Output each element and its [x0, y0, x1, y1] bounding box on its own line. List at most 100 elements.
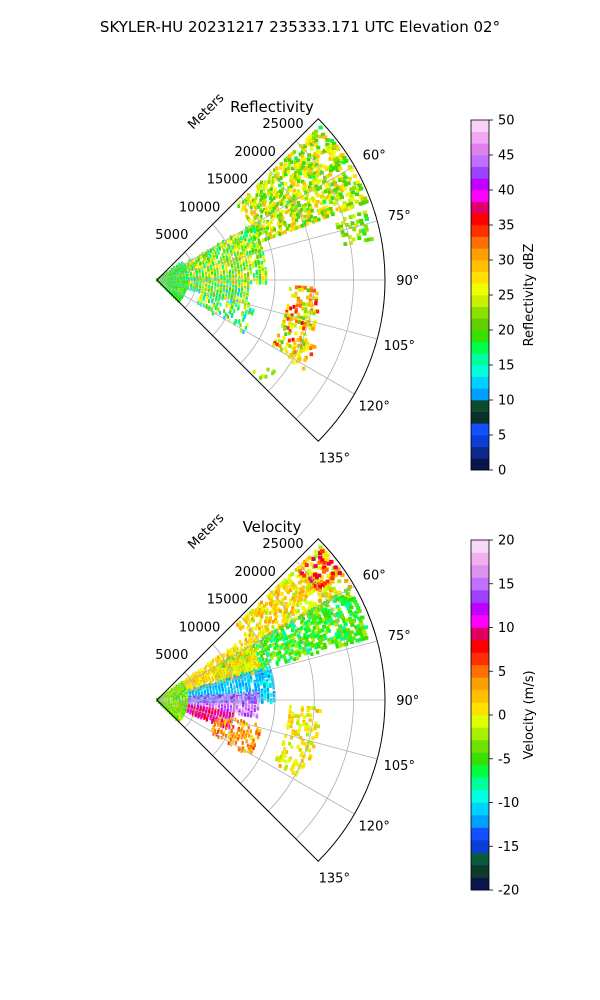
- echo-gate: [361, 228, 366, 233]
- echo-gate: [250, 229, 253, 234]
- echo-gate: [229, 287, 231, 291]
- echo-gate: [282, 615, 286, 619]
- echo-gate: [285, 584, 289, 589]
- echo-gate: [296, 296, 300, 301]
- echo-gate: [305, 165, 310, 170]
- echo-gate: [313, 156, 318, 161]
- echo-gate: [297, 643, 301, 648]
- echo-gate: [361, 626, 366, 631]
- echo-gate: [320, 132, 326, 137]
- echo-gate: [230, 696, 233, 701]
- echo-gate: [301, 348, 305, 353]
- echo-gate: [309, 214, 313, 219]
- echo-gate: [246, 201, 250, 205]
- echo-gate: [313, 188, 318, 193]
- echo-gate: [347, 206, 352, 210]
- echo-gate: [297, 287, 301, 292]
- echo-gate: [219, 694, 222, 699]
- echo-gate: [221, 701, 224, 706]
- echo-gate: [297, 595, 302, 600]
- echo-gate: [322, 642, 327, 647]
- echo-gate: [256, 235, 259, 240]
- echo-gate: [266, 688, 270, 692]
- echo-gate: [216, 712, 219, 717]
- echo-gate: [315, 309, 320, 314]
- echo-gate: [207, 251, 210, 256]
- echo-gate: [235, 285, 238, 290]
- echo-gate: [310, 644, 314, 648]
- echo-gate: [219, 724, 222, 728]
- echo-gate: [229, 708, 232, 712]
- echo-gate: [244, 712, 247, 717]
- echo-gate: [280, 215, 284, 219]
- echo-gate: [284, 182, 288, 186]
- echo-gate: [192, 686, 195, 691]
- echo-gate: [253, 210, 256, 214]
- echo-gate: [279, 220, 283, 224]
- echo-gate: [336, 628, 341, 633]
- echo-gate: [277, 177, 281, 182]
- echo-gate: [215, 679, 218, 684]
- echo-gate: [259, 254, 262, 259]
- echo-gate: [345, 603, 350, 608]
- echo-gate: [204, 684, 207, 688]
- echo-gate: [245, 209, 248, 213]
- echo-gate: [333, 569, 339, 573]
- colorbar-swatch: [471, 376, 489, 389]
- echo-gate: [293, 594, 298, 599]
- echo-gate: [320, 646, 325, 650]
- echo-gate: [303, 222, 307, 227]
- echo-gate: [225, 303, 228, 308]
- echo-gate: [199, 262, 202, 267]
- echo-gate: [306, 626, 310, 630]
- echo-gate: [240, 697, 243, 701]
- echo-gate: [334, 592, 339, 597]
- echo-gate: [308, 185, 312, 189]
- echo-gate: [324, 591, 328, 596]
- echo-gate: [230, 242, 233, 247]
- echo-gate: [228, 303, 231, 308]
- echo-gate: [228, 253, 230, 257]
- range-tick-label: 25000: [262, 117, 303, 132]
- echo-gate: [207, 696, 210, 701]
- echo-gate: [334, 190, 339, 195]
- echo-gate: [303, 649, 307, 654]
- echo-gate: [261, 275, 265, 280]
- echo-gate: [284, 223, 288, 227]
- echo-gate: [297, 285, 301, 290]
- echo-gate: [257, 186, 261, 191]
- echo-gate: [359, 218, 364, 223]
- echo-gate: [229, 240, 232, 245]
- echo-gate: [278, 636, 282, 641]
- echo-gate: [244, 257, 247, 262]
- echo-gate: [301, 606, 305, 610]
- echo-gate: [306, 650, 310, 655]
- echo-gate: [291, 204, 295, 208]
- echo-gate: [302, 220, 306, 225]
- echo-gate: [280, 592, 284, 596]
- echo-gate: [284, 607, 289, 612]
- echo-gate: [295, 212, 299, 217]
- echo-gate: [288, 574, 292, 578]
- echo-gate: [254, 687, 257, 692]
- echo-gate: [293, 632, 297, 637]
- echo-gate: [262, 651, 266, 655]
- echo-gate: [301, 616, 305, 621]
- echo-gate: [244, 203, 247, 207]
- echo-gate: [346, 638, 351, 642]
- echo-gate: [232, 725, 235, 729]
- echo-gate: [202, 260, 205, 265]
- echo-gate: [327, 210, 331, 215]
- echo-gate: [244, 311, 248, 315]
- echo-gate: [285, 307, 289, 312]
- echo-gate: [264, 619, 268, 624]
- echo-gate: [248, 219, 252, 224]
- echo-gate: [229, 310, 232, 315]
- echo-gate: [223, 676, 226, 680]
- echo-gate: [343, 242, 348, 246]
- echo-gate: [329, 595, 334, 600]
- echo-gate: [297, 203, 302, 208]
- echo-gate: [296, 633, 300, 638]
- echo-gate: [270, 192, 274, 197]
- echo-gate: [323, 620, 328, 625]
